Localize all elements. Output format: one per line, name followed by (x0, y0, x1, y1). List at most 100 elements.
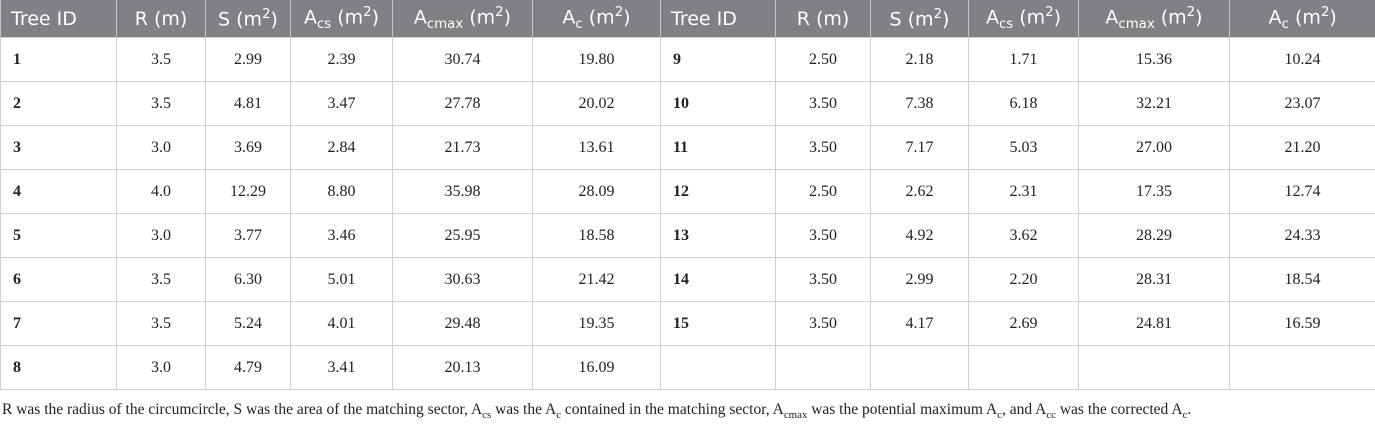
text-segment: ) (1195, 6, 1203, 29)
text-segment: A (1268, 6, 1282, 29)
table-cell: 2.20 (968, 257, 1079, 302)
column-header: Acmax (m2) (1078, 0, 1230, 38)
table-cell: 13.61 (532, 125, 661, 170)
column-header: Acs (m2) (290, 0, 393, 38)
text-segment: A (985, 6, 999, 29)
table-cell: 8 (0, 345, 117, 390)
table-cell: 13 (660, 213, 776, 258)
text-segment: cmax (783, 409, 808, 422)
table-cell: 2.99 (870, 257, 969, 302)
table-cell: 27.78 (392, 81, 533, 126)
text-segment: S (m (889, 8, 934, 31)
table-cell (775, 345, 871, 390)
table-cell: 11 (660, 125, 776, 170)
table-cell: 20.13 (392, 345, 533, 390)
text-segment: R was the radius of the circumcircle, S … (2, 401, 483, 418)
text-segment: A (1105, 6, 1119, 29)
table-cell: 5 (0, 213, 117, 258)
table-cell: 19.35 (532, 301, 661, 346)
table-row: 3 3.0 3.69 2.84 21.73 13.61 11 3.50 7.17 5.03 27.0… (0, 125, 1375, 170)
table-cell (968, 345, 1079, 390)
table-cell: 23.07 (1229, 81, 1375, 126)
column-header: Tree ID (0, 0, 117, 38)
table-cell: 14 (660, 257, 776, 302)
text-segment: (m (1288, 6, 1321, 29)
text-segment: 2 (1320, 4, 1330, 20)
text-segment: contained in the matching sector, A (561, 401, 784, 418)
text-segment: was the potential maximum A (807, 401, 998, 418)
text-segment: 2 (614, 4, 624, 20)
table-cell (660, 345, 776, 390)
table-cell: 2.50 (775, 169, 871, 214)
table-cell: 8.80 (290, 169, 393, 214)
text-segment: was the corrected A (1055, 401, 1183, 418)
table-cell: 3.50 (775, 81, 871, 126)
text-segment: cs (316, 17, 332, 33)
table-cell: 1.71 (968, 37, 1079, 82)
text-segment: cs (998, 17, 1014, 33)
table-row: 8 3.0 4.79 3.41 20.13 16.09 (0, 345, 1375, 390)
table-cell: 28.31 (1078, 257, 1230, 302)
text-segment: ) (942, 8, 950, 31)
text-segment: Tree ID (11, 7, 77, 30)
table-cell: 24.81 (1078, 301, 1230, 346)
column-header: R (m) (775, 0, 871, 38)
table-cell: 3.50 (775, 125, 871, 170)
text-segment: 2 (495, 4, 504, 20)
column-header: Tree ID (660, 0, 776, 38)
text-segment: A (562, 6, 576, 29)
table-cell: 3.5 (116, 301, 206, 346)
table-cell: 2.31 (968, 169, 1079, 214)
table-cell: 12.74 (1229, 169, 1375, 214)
table-cell: 30.63 (392, 257, 533, 302)
table-cell: 2.62 (870, 169, 969, 214)
column-header: S (m2) (205, 0, 291, 38)
table-cell: 21.42 (532, 257, 661, 302)
table-cell: 3.50 (775, 301, 871, 346)
table-cell: 18.54 (1229, 257, 1375, 302)
table-cell: 4.79 (205, 345, 291, 390)
text-segment: A (303, 6, 317, 29)
table-cell: 3.62 (968, 213, 1079, 258)
text-segment: cmax (426, 17, 464, 33)
text-segment: cs (482, 409, 492, 422)
table-cell: 2.84 (290, 125, 393, 170)
text-segment: (m (1013, 6, 1046, 29)
table-cell: 19.80 (532, 37, 661, 82)
table-cell: 3.0 (116, 213, 206, 258)
text-segment: 2 (262, 6, 271, 22)
data-table: Tree ID R (m) S (m2) Acs (m2) Acmax (m2) Ac (… (0, 0, 1375, 390)
text-segment: ) (270, 8, 278, 31)
text-segment: ) (623, 6, 631, 29)
table-cell: 3.5 (116, 81, 206, 126)
text-segment: c (575, 17, 583, 33)
table-cell: 3.5 (116, 257, 206, 302)
column-header: Ac (m2) (532, 0, 661, 38)
table-row: 4 4.0 12.29 8.80 35.98 28.09 12 2.50 2.62 2.31 17.… (0, 169, 1375, 214)
table-cell: 15 (660, 301, 776, 346)
table-cell: 5.03 (968, 125, 1079, 170)
table-cell: 3.69 (205, 125, 291, 170)
table-cell: 4.0 (116, 169, 206, 214)
text-segment: (m (463, 6, 496, 29)
text-segment: S (m (218, 8, 263, 31)
column-header: Acs (m2) (968, 0, 1079, 38)
table-row: 1 3.5 2.99 2.39 30.74 19.80 9 2.50 2.18 1.71 15.36… (0, 37, 1375, 82)
table-cell: 32.21 (1078, 81, 1230, 126)
table-cell: 16.59 (1229, 301, 1375, 346)
table-cell: 2 (0, 81, 117, 126)
table-body: 1 3.5 2.99 2.39 30.74 19.80 9 2.50 2.18 1.71 15.36… (0, 37, 1375, 390)
text-segment: 2 (363, 4, 372, 20)
table-cell: 6 (0, 257, 117, 302)
table-cell: 24.33 (1229, 213, 1375, 258)
text-segment: 2 (933, 6, 943, 22)
column-header: Ac (m2) (1229, 0, 1375, 38)
text-segment: ) (503, 6, 512, 29)
table-cell: 5.01 (290, 257, 393, 302)
table-cell: 3.0 (116, 345, 206, 390)
table-cell: 4.81 (205, 81, 291, 126)
table-cell: 2.69 (968, 301, 1079, 346)
table-cell: 21.20 (1229, 125, 1375, 170)
table-cell: 7.38 (870, 81, 969, 126)
